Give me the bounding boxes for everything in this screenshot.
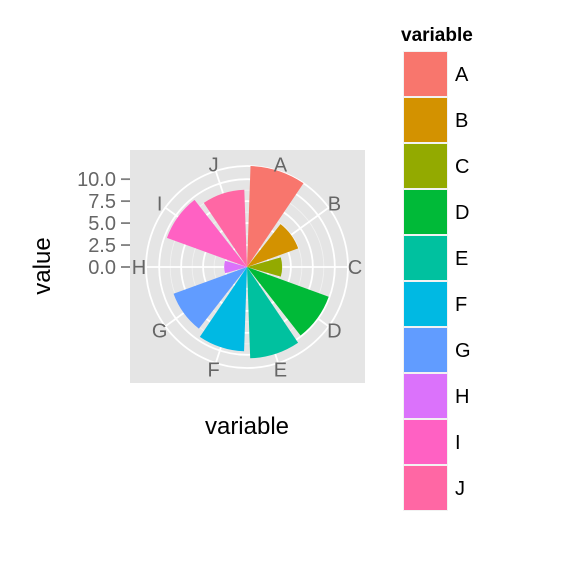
angle-label-E: E [274,360,287,382]
x-axis-title: variable [205,413,289,440]
y-tick-label-4: 10.0 [77,169,116,191]
angle-label-F: F [208,360,220,382]
bar-C [247,257,283,277]
angle-label-A: A [274,154,288,176]
bar-H [224,260,247,274]
legend-label-H: H [455,386,469,408]
bar-D [247,267,329,336]
bar-E [247,267,299,359]
legend-swatch-B [404,98,447,142]
legend: variable A B C D E F G H I J [401,25,473,511]
legend-swatch-E [404,236,447,280]
bar-G [173,267,247,329]
legend-swatch-F [404,282,447,326]
legend-label-G: G [455,340,471,362]
legend-label-F: F [455,294,467,316]
bar-A [247,166,304,267]
angle-label-G: G [152,320,168,342]
legend-swatch-H [404,374,447,418]
angle-label-I: I [157,194,163,216]
legend-label-D: D [455,202,469,224]
angle-labels: A B C D E F G H I J [132,154,362,381]
legend-label-B: B [455,110,468,132]
legend-title: variable [401,25,473,46]
angle-label-J: J [209,154,219,176]
legend-swatch-G [404,328,447,372]
legend-label-I: I [455,432,461,454]
angle-label-C: C [348,257,362,279]
angle-label-B: B [328,194,341,216]
bars [166,166,329,359]
y-tick-label-2: 5.0 [88,213,116,235]
legend-swatch-J [404,466,447,510]
y-tick-label-3: 7.5 [88,191,116,213]
y-tick-label-1: 2.5 [88,235,116,257]
legend-swatch-C [404,144,447,188]
y-axis: 0.02.55.07.510.0 [77,169,130,279]
bar-B [247,224,299,267]
bar-F [199,267,247,352]
legend-swatch-A [404,52,447,96]
legend-label-E: E [455,248,468,270]
legend-label-A: A [455,64,469,86]
legend-label-C: C [455,156,469,178]
y-axis-title: value [29,237,56,294]
legend-swatch-D [404,190,447,234]
legend-label-J: J [455,478,465,500]
y-tick-label-0: 0.0 [88,257,116,279]
bar-J [203,189,247,267]
legend-swatch-I [404,420,447,464]
bar-I [166,199,247,267]
angle-label-D: D [327,320,341,342]
angle-label-H: H [132,257,146,279]
